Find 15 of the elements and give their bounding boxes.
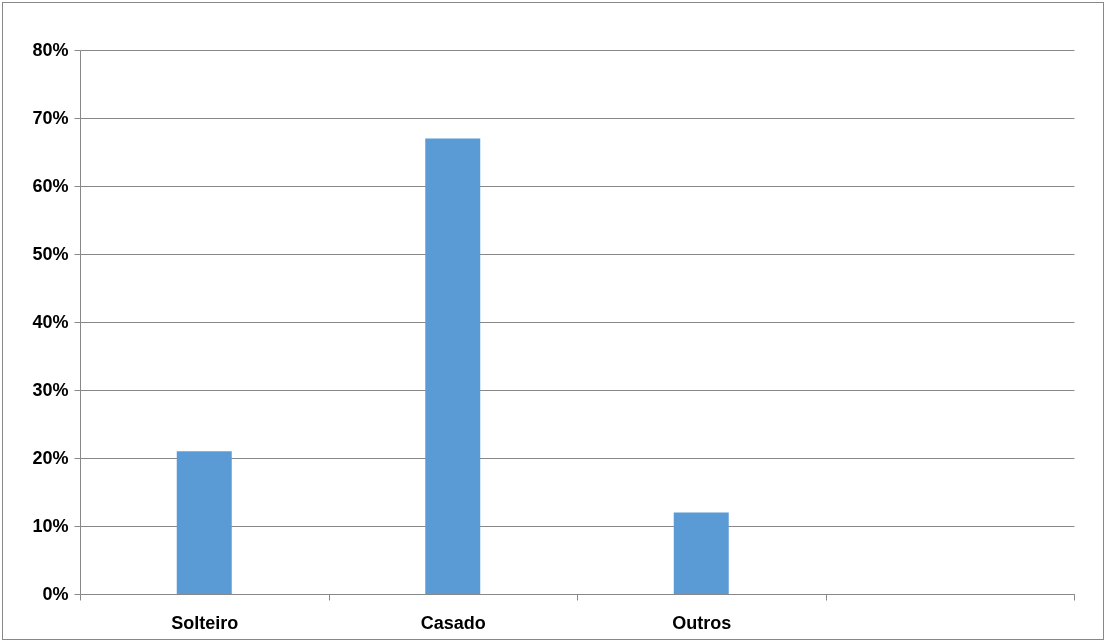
y-tick-label: 70% (32, 107, 69, 128)
y-tick-label: 60% (32, 175, 69, 196)
bar (673, 512, 729, 594)
bar (425, 138, 481, 594)
bar (176, 451, 232, 594)
y-tick-label: 10% (32, 515, 69, 536)
y-tick-label: 30% (32, 379, 69, 400)
y-tick-label: 50% (32, 243, 69, 264)
x-tick-label: Outros (672, 612, 732, 633)
x-tick-label: Solteiro (171, 612, 239, 633)
y-tick-label: 80% (32, 39, 69, 60)
y-tick-label: 0% (42, 583, 69, 604)
y-tick-label: 20% (32, 447, 69, 468)
y-tick-label: 40% (32, 311, 69, 332)
x-tick-label: Casado (420, 612, 486, 633)
